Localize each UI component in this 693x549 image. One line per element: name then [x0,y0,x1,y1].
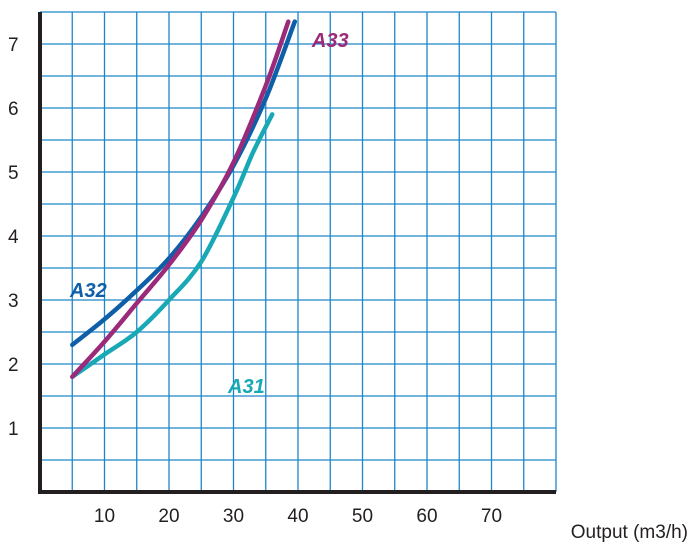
series-line-a32 [70,19,298,348]
x-tick-label: 10 [94,506,115,527]
x-tick-label: 20 [158,506,179,527]
x-tick-label: 40 [287,506,308,527]
series-line-a33 [70,19,291,380]
chart-tick-labels: 10 20 30 40 50 60 70 1 2 3 4 5 6 7 [8,35,502,527]
y-tick-label: 4 [8,227,19,248]
y-tick-label: 2 [8,355,19,376]
chart-series [70,19,298,380]
x-tick-label: 30 [223,506,244,527]
chart-axes [38,12,556,494]
y-tick-label: 7 [8,35,19,56]
chart-series-labels: A31 A32 A33 [69,30,349,398]
x-tick-label: 60 [416,506,437,527]
x-axis-label: Output (m3/h) [571,522,688,543]
x-tick-label: 70 [481,506,502,527]
series-label-a31: A31 [227,376,265,398]
chart-grid [40,11,557,492]
series-label-a32: A32 [69,280,107,302]
y-tick-label: 1 [8,419,19,440]
series-label-a33: A33 [311,30,349,52]
x-tick-label: 50 [352,506,373,527]
y-tick-label: 3 [8,291,19,312]
series-line-a31 [70,112,275,380]
y-tick-label: 6 [8,99,19,120]
y-tick-label: 5 [8,163,19,184]
